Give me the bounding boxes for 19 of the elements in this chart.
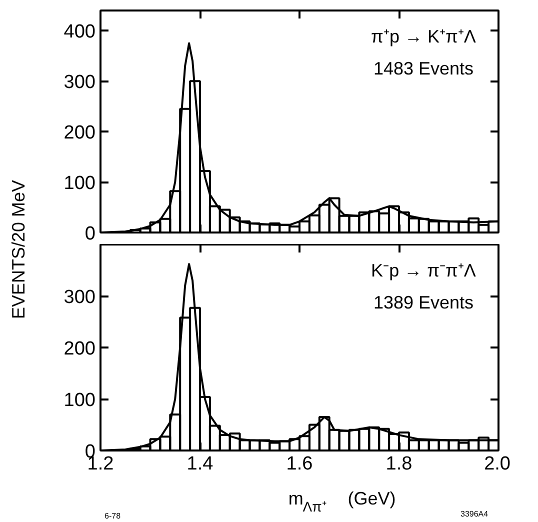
y-tick-label: 200 bbox=[64, 122, 96, 144]
y-tick-label: 400 bbox=[64, 22, 96, 43]
y-tick-label: 0 bbox=[84, 224, 96, 244]
y-tick-label: 300 bbox=[64, 72, 96, 94]
annotation: 1389 Events bbox=[373, 292, 474, 312]
x-tick-label: 1.8 bbox=[386, 454, 412, 474]
y-tick-label: 300 bbox=[64, 287, 96, 308]
x-tick-label: 1.4 bbox=[186, 454, 214, 474]
y-tick-label: 100 bbox=[64, 173, 96, 194]
y-axis-title: EVENTS/20 MeV bbox=[8, 180, 28, 320]
y-tick-label: 100 bbox=[64, 390, 96, 411]
annotation: 1483 Events bbox=[373, 58, 474, 78]
text: 6-78 bbox=[104, 512, 122, 520]
annotation: K⁻p → π⁻π⁺Λ bbox=[371, 260, 476, 280]
y-tick-label: 200 bbox=[64, 338, 96, 360]
x-tick-label: 1.6 bbox=[286, 454, 313, 474]
annotation: π⁺p → K⁺π⁺Λ bbox=[371, 26, 476, 46]
text: 3396A4 bbox=[460, 510, 489, 518]
x-tick-label: 2.0 bbox=[484, 454, 511, 474]
